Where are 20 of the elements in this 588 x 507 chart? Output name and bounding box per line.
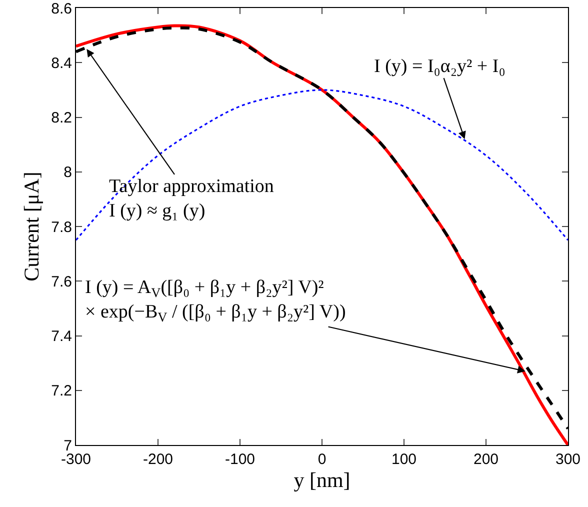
x-axis-title: y [nm] <box>294 468 350 492</box>
x-tick-label: 100 <box>391 451 417 468</box>
y-tick-label: 7.8 <box>51 218 72 236</box>
y-tick-label: 7.2 <box>51 382 72 400</box>
x-tick-label: 300 <box>555 451 581 468</box>
annotation: Taylor approximation I (y) ≈ g₁ (y) <box>109 176 274 222</box>
y-axis-title: Current [μA] <box>19 172 44 282</box>
annotation: I (y) = I₀α₂y² + I₀ <box>374 56 506 77</box>
annotation: I (y) = A$_{V}$([β₀ + β₁y + β₂y²] V)² × exp(−B$_{V}$ / ([β₀ + β₁y + β₂y²] V)) <box>85 277 346 325</box>
y-tick-label: 8.4 <box>51 54 72 72</box>
y-tick-label: 7.6 <box>51 273 72 290</box>
y-tick-label: 8.2 <box>51 110 72 126</box>
x-tick-label: 200 <box>473 451 499 468</box>
line-series <box>76 89 568 241</box>
y-tick-label: 8 <box>64 164 72 182</box>
x-tick-label: 0 <box>318 451 326 468</box>
y-tick-label: 7.4 <box>51 328 72 345</box>
x-tick-label: -100 <box>224 451 256 468</box>
y-tick-label: 8.6 <box>51 0 72 18</box>
x-tick-label: -200 <box>142 451 174 468</box>
